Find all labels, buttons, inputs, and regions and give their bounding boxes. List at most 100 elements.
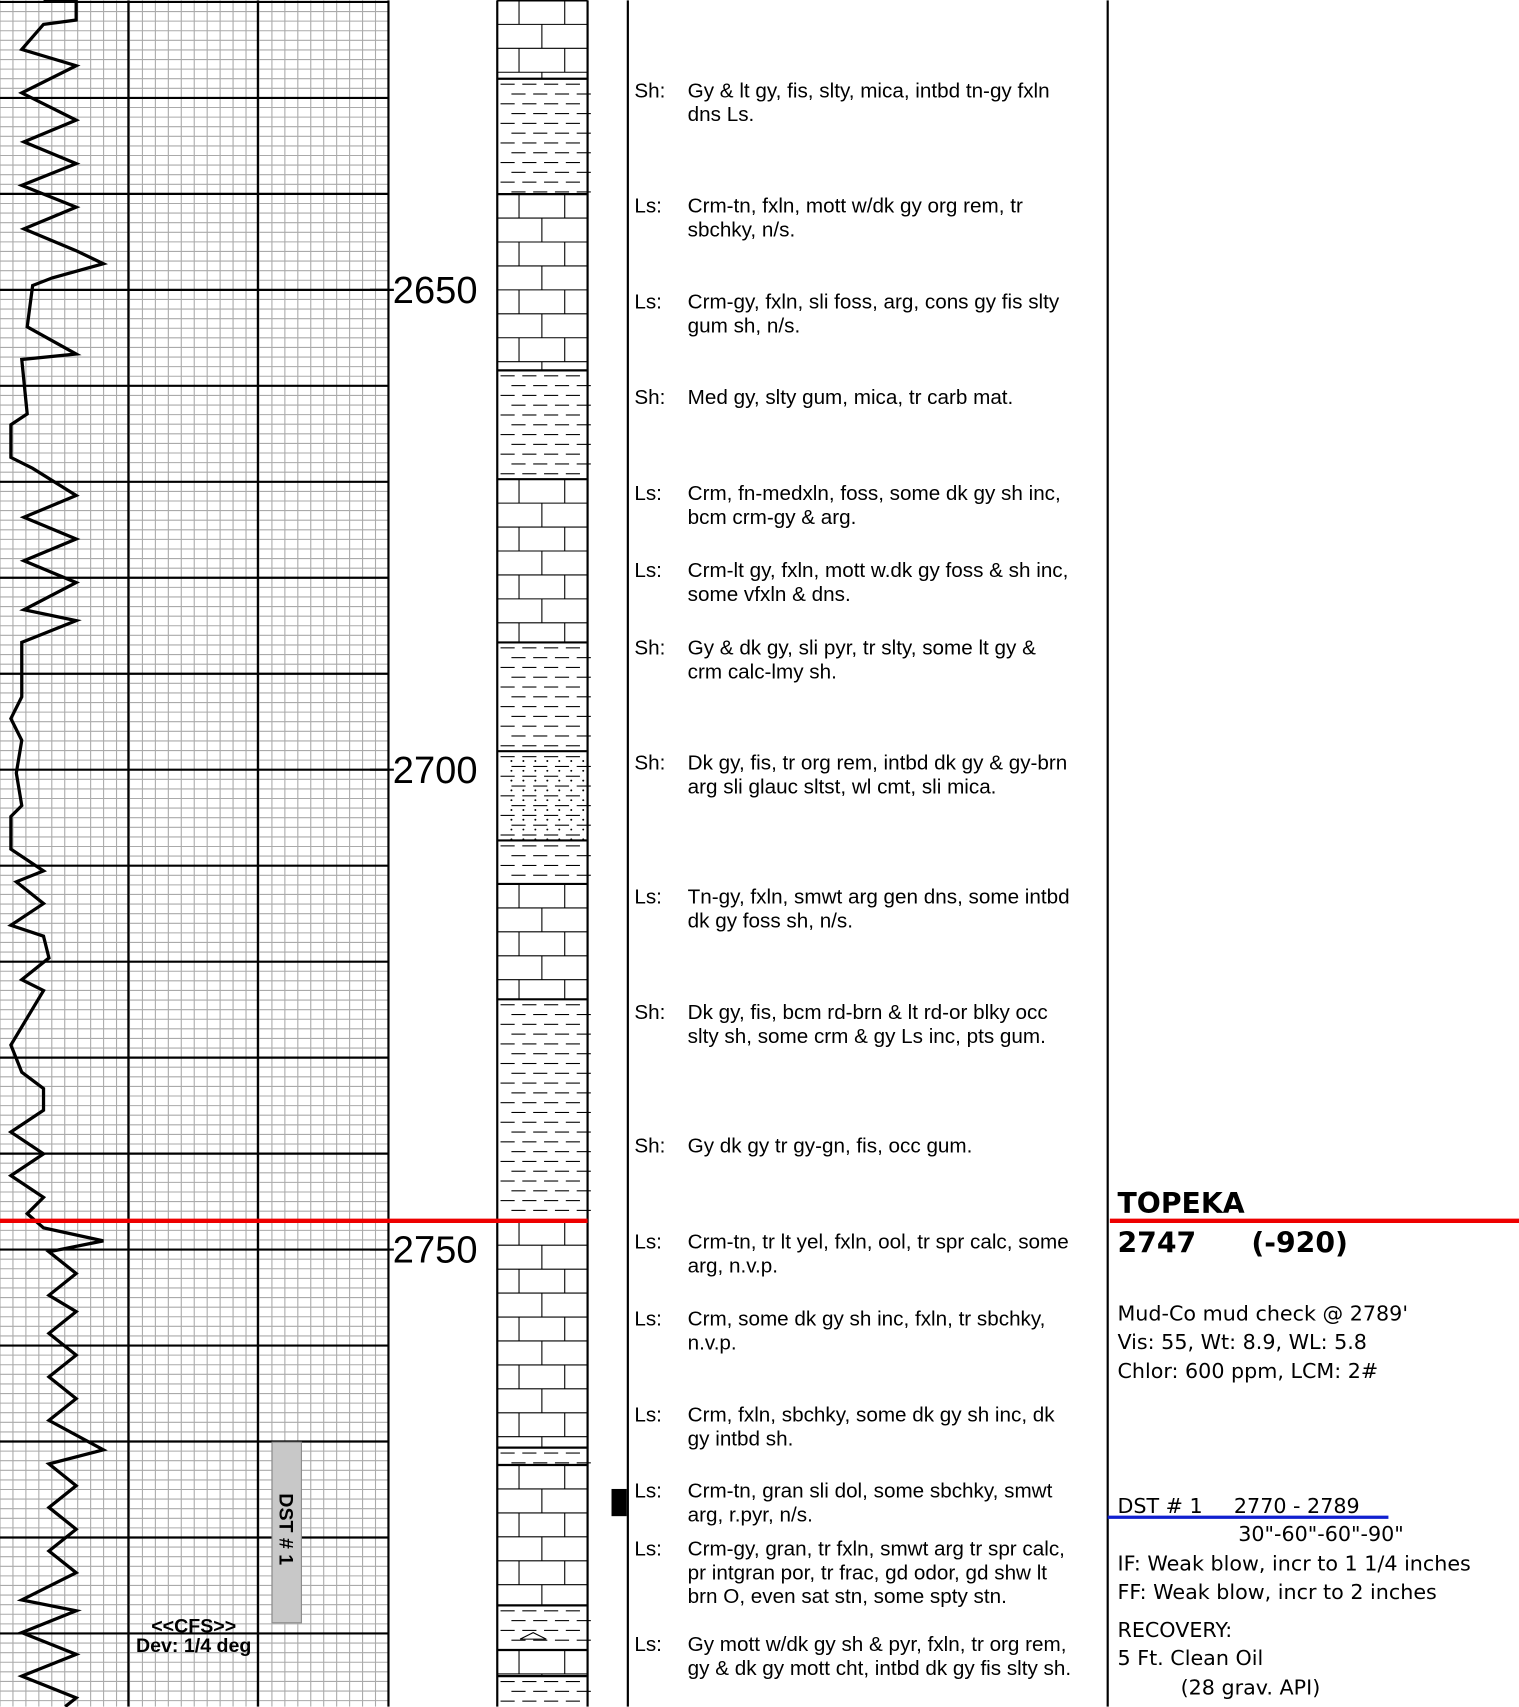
lith-description: Crm, fn-medxln, foss, some dk gy sh inc, (688, 482, 1061, 505)
lith-code: Sh: (634, 636, 665, 659)
sand-dot (510, 779, 513, 782)
lith-description: gum sh, n/s. (688, 314, 801, 337)
lith-description: n.v.p. (688, 1332, 737, 1355)
lith-description: Crm, some dk gy sh inc, fxln, tr sbchky, (688, 1308, 1046, 1331)
lith-description: Med gy, slty gum, mica, tr carb mat. (688, 386, 1014, 409)
sand-dot (510, 789, 513, 792)
sand-dot (510, 818, 513, 821)
depth-label: 2650 (393, 270, 478, 312)
sand-dot (558, 769, 561, 772)
lith-code: Ls: (634, 1308, 662, 1331)
sand-dot (546, 789, 549, 792)
sand-dot (522, 779, 525, 782)
sand-dot (546, 779, 549, 782)
sand-dot (510, 828, 513, 831)
sand-dot (570, 828, 573, 831)
sand-dot (522, 760, 525, 762)
sand-dot (570, 789, 573, 792)
sand-dot (534, 769, 537, 772)
sand-dot (522, 799, 525, 802)
lith-code: Ls: (634, 559, 662, 582)
cfs-note: <<CFS>> (151, 1616, 236, 1638)
lith-code: Ls: (634, 290, 662, 313)
sand-dot (522, 789, 525, 792)
lith-description: Tn-gy, fxln, smwt arg gen dns, some intb… (688, 886, 1070, 909)
sand-dot (558, 789, 561, 792)
sand-dot (570, 808, 573, 811)
lith-code: Ls: (634, 886, 662, 909)
lith-description: Dk gy, fis, tr org rem, intbd dk gy & gy… (688, 752, 1068, 775)
lith-code: Ls: (634, 1633, 662, 1656)
mud-note: Chlor: 600 ppm, LCM: 2# (1117, 1359, 1378, 1383)
sand-dot (546, 760, 549, 762)
sand-dot (522, 828, 525, 831)
lith-description: Crm-tn, tr lt yel, fxln, ool, tr spr cal… (688, 1230, 1069, 1253)
sand-dot (558, 818, 561, 821)
sand-dot (558, 760, 561, 762)
sand-dot (558, 828, 561, 831)
dst-name: DST # 1 (1117, 1494, 1202, 1518)
lith-code: Ls: (634, 1230, 662, 1253)
lith-description: Crm-gy, fxln, sli foss, arg, cons gy fis… (688, 290, 1060, 313)
gravity: (28 grav. API) (1181, 1676, 1321, 1700)
lith-description: slty sh, some crm & gy Ls inc, pts gum. (688, 1025, 1046, 1048)
lith-description: Gy mott w/dk gy sh & pyr, fxln, tr org r… (688, 1633, 1067, 1656)
sand-dot (534, 808, 537, 811)
dst-tag: DST # 1 (275, 1493, 297, 1565)
sand-dot (582, 818, 585, 821)
lith-code: Sh: (634, 386, 665, 409)
sand-dot (534, 828, 537, 831)
lith-code: Sh: (634, 1135, 665, 1158)
sand-dot (582, 808, 585, 811)
lith-code: Ls: (634, 482, 662, 505)
sand-dot (546, 828, 549, 831)
sand-dot (558, 808, 561, 811)
sand-dot (510, 760, 513, 762)
sand-dot (582, 799, 585, 802)
sand-dot (558, 779, 561, 782)
depth-label: 2700 (393, 750, 478, 792)
lith-code: Sh: (634, 79, 665, 102)
subsea: (-920) (1251, 1226, 1348, 1259)
sand-dot (522, 769, 525, 772)
depth-label: 2750 (393, 1230, 478, 1272)
lith-description: arg, r.pyr, n/s. (688, 1504, 813, 1527)
lith-description: bcm crm-gy & arg. (688, 506, 857, 529)
sand-dot (582, 779, 585, 782)
lith-description: gy intbd sh. (688, 1427, 794, 1450)
lith-description: Crm-lt gy, fxln, mott w.dk gy foss & sh … (688, 559, 1069, 582)
dst-interval: 2770 - 2789 (1234, 1494, 1360, 1518)
sand-dot (510, 808, 513, 811)
lith-code: Ls: (634, 1480, 662, 1503)
dst-times: 30"-60"-60"-90" (1238, 1522, 1404, 1546)
lith-code: Sh: (634, 752, 665, 775)
sand-dot (558, 799, 561, 802)
sample-marker (611, 1488, 627, 1517)
lith-description: crm calc-lmy sh. (688, 660, 837, 683)
top-depth: 2747 (1117, 1226, 1196, 1259)
sand-dot (534, 818, 537, 821)
lith-description: pr intgran por, tr frac, gd odor, gd shw… (688, 1561, 1048, 1584)
lith-description: some vfxln & dns. (688, 583, 851, 606)
lith-description: Gy & dk gy, sli pyr, tr slty, some lt gy… (688, 636, 1036, 659)
dst-note: FF: Weak blow, incr to 2 inches (1117, 1580, 1436, 1604)
sand-dot (582, 769, 585, 772)
sand-dot (510, 799, 513, 802)
lith-description: Dk gy, fis, bcm rd-brn & lt rd-or blky o… (688, 1001, 1048, 1024)
sand-dot (570, 760, 573, 762)
dst-box (271, 1441, 302, 1624)
sand-dot (570, 799, 573, 802)
dst-note: RECOVERY: (1117, 1618, 1232, 1642)
sand-dot (570, 769, 573, 772)
sand-dot (534, 779, 537, 782)
lith-description: gy & dk gy mott cht, intbd dk gy fis slt… (688, 1657, 1071, 1680)
lith-description: dk gy foss sh, n/s. (688, 909, 853, 932)
sand-dot (534, 760, 537, 762)
lith-description: sbchky, n/s. (688, 219, 796, 242)
sand-dot (522, 808, 525, 811)
lith-description: Crm-gy, gran, tr fxln, smwt arg tr spr c… (688, 1537, 1065, 1560)
mud-note: Vis: 55, Wt: 8.9, WL: 5.8 (1117, 1330, 1366, 1354)
sand-dot (546, 769, 549, 772)
dst-note: 5 Ft. Clean Oil (1117, 1646, 1263, 1670)
